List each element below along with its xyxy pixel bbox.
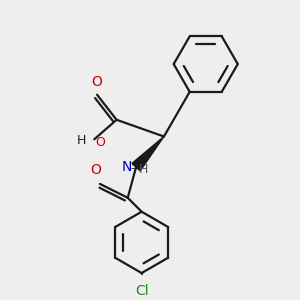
Text: H: H: [77, 134, 86, 147]
Text: O: O: [91, 75, 102, 88]
Polygon shape: [132, 136, 164, 171]
Text: H: H: [139, 163, 148, 176]
Text: N: N: [121, 160, 131, 174]
Text: O: O: [95, 136, 105, 149]
Text: —: —: [130, 163, 140, 173]
Text: O: O: [90, 163, 101, 177]
Text: Cl: Cl: [135, 284, 148, 298]
